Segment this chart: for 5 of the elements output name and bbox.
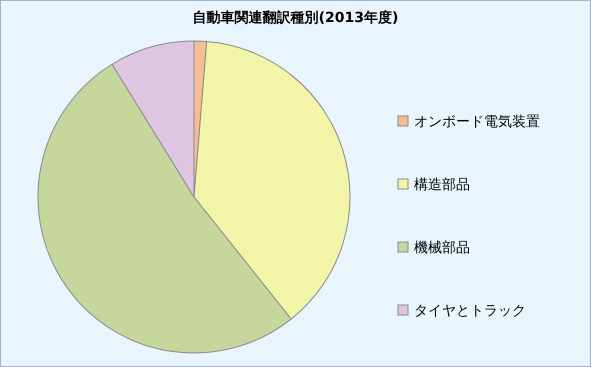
legend-label: オンボード電気装置	[414, 114, 540, 130]
legend-label: 構造部品	[414, 177, 470, 193]
legend-label: タイヤとトラック	[414, 303, 526, 319]
legend-label: 機械部品	[414, 240, 470, 256]
chart-title: 自動車関連翻訳種別(2013年度)	[192, 9, 398, 26]
